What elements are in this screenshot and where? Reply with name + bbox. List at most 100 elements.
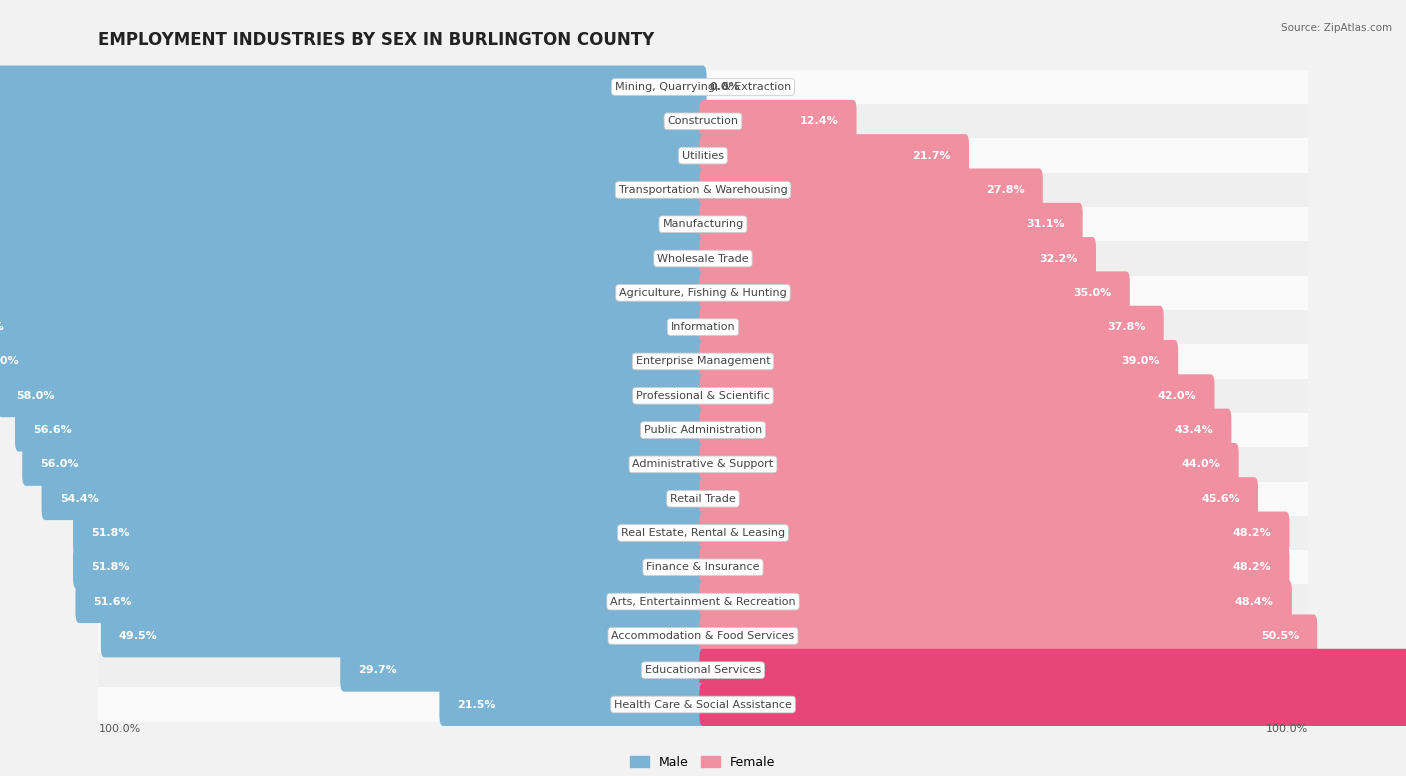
FancyBboxPatch shape (98, 516, 1308, 550)
Text: 48.4%: 48.4% (1234, 597, 1274, 607)
FancyBboxPatch shape (0, 134, 707, 177)
FancyBboxPatch shape (699, 168, 1043, 211)
FancyBboxPatch shape (699, 580, 1292, 623)
Text: Wholesale Trade: Wholesale Trade (657, 254, 749, 264)
Text: 42.0%: 42.0% (1157, 391, 1197, 400)
FancyBboxPatch shape (699, 272, 1130, 314)
Text: 50.5%: 50.5% (1261, 631, 1299, 641)
FancyBboxPatch shape (22, 443, 707, 486)
FancyBboxPatch shape (98, 447, 1308, 482)
Text: 39.0%: 39.0% (1122, 356, 1160, 366)
FancyBboxPatch shape (98, 275, 1308, 310)
FancyBboxPatch shape (699, 237, 1097, 280)
FancyBboxPatch shape (0, 168, 707, 211)
FancyBboxPatch shape (699, 100, 856, 143)
Text: Educational Services: Educational Services (645, 665, 761, 675)
FancyBboxPatch shape (699, 683, 1406, 726)
FancyBboxPatch shape (98, 104, 1308, 138)
FancyBboxPatch shape (699, 409, 1232, 452)
Text: 37.8%: 37.8% (1107, 322, 1146, 332)
Text: Enterprise Management: Enterprise Management (636, 356, 770, 366)
FancyBboxPatch shape (699, 615, 1317, 657)
FancyBboxPatch shape (98, 688, 1308, 722)
FancyBboxPatch shape (0, 203, 707, 246)
Text: 31.1%: 31.1% (1026, 220, 1064, 229)
Text: 12.4%: 12.4% (800, 116, 838, 126)
Text: 51.8%: 51.8% (91, 528, 129, 538)
FancyBboxPatch shape (15, 409, 707, 452)
FancyBboxPatch shape (0, 272, 707, 314)
FancyBboxPatch shape (0, 306, 707, 348)
Text: 56.6%: 56.6% (34, 425, 72, 435)
Text: 56.0%: 56.0% (41, 459, 79, 469)
Text: 35.0%: 35.0% (1073, 288, 1112, 298)
Text: 27.8%: 27.8% (986, 185, 1025, 195)
Text: 43.4%: 43.4% (1174, 425, 1213, 435)
Text: 0.0%: 0.0% (709, 82, 740, 92)
Text: Real Estate, Rental & Leasing: Real Estate, Rental & Leasing (621, 528, 785, 538)
Text: Public Administration: Public Administration (644, 425, 762, 435)
Text: 21.5%: 21.5% (457, 699, 496, 709)
Text: Finance & Insurance: Finance & Insurance (647, 563, 759, 572)
FancyBboxPatch shape (699, 203, 1083, 246)
FancyBboxPatch shape (98, 345, 1308, 379)
FancyBboxPatch shape (699, 649, 1406, 691)
Text: 51.8%: 51.8% (91, 563, 129, 572)
Text: Mining, Quarrying, & Extraction: Mining, Quarrying, & Extraction (614, 82, 792, 92)
Text: 49.5%: 49.5% (120, 631, 157, 641)
FancyBboxPatch shape (101, 615, 707, 657)
Text: 58.0%: 58.0% (17, 391, 55, 400)
FancyBboxPatch shape (0, 374, 707, 417)
FancyBboxPatch shape (98, 207, 1308, 241)
FancyBboxPatch shape (699, 340, 1178, 383)
Text: Manufacturing: Manufacturing (662, 220, 744, 229)
Text: 61.0%: 61.0% (0, 356, 18, 366)
FancyBboxPatch shape (42, 477, 707, 520)
Text: 62.2%: 62.2% (0, 322, 4, 332)
FancyBboxPatch shape (699, 374, 1215, 417)
FancyBboxPatch shape (98, 413, 1308, 447)
FancyBboxPatch shape (699, 511, 1289, 554)
Text: 54.4%: 54.4% (59, 494, 98, 504)
Text: 29.7%: 29.7% (359, 665, 396, 675)
Text: Information: Information (671, 322, 735, 332)
FancyBboxPatch shape (98, 618, 1308, 653)
FancyBboxPatch shape (98, 653, 1308, 688)
Text: 44.0%: 44.0% (1182, 459, 1220, 469)
Text: Health Care & Social Assistance: Health Care & Social Assistance (614, 699, 792, 709)
Text: 21.7%: 21.7% (912, 151, 950, 161)
FancyBboxPatch shape (98, 241, 1308, 275)
FancyBboxPatch shape (73, 511, 707, 554)
Text: Transportation & Warehousing: Transportation & Warehousing (619, 185, 787, 195)
Text: 100.0%: 100.0% (98, 724, 141, 734)
Text: 32.2%: 32.2% (1039, 254, 1078, 264)
Text: Utilities: Utilities (682, 151, 724, 161)
Text: 51.6%: 51.6% (94, 597, 132, 607)
Text: 48.2%: 48.2% (1233, 528, 1271, 538)
FancyBboxPatch shape (98, 138, 1308, 173)
FancyBboxPatch shape (73, 546, 707, 589)
FancyBboxPatch shape (0, 100, 707, 143)
FancyBboxPatch shape (98, 310, 1308, 345)
Text: Source: ZipAtlas.com: Source: ZipAtlas.com (1281, 23, 1392, 33)
Legend: Male, Female: Male, Female (626, 751, 780, 774)
Text: 48.2%: 48.2% (1233, 563, 1271, 572)
FancyBboxPatch shape (699, 546, 1289, 589)
FancyBboxPatch shape (699, 134, 969, 177)
Text: 100.0%: 100.0% (1265, 724, 1308, 734)
FancyBboxPatch shape (0, 237, 707, 280)
FancyBboxPatch shape (98, 584, 1308, 618)
Text: Accommodation & Food Services: Accommodation & Food Services (612, 631, 794, 641)
Text: Agriculture, Fishing & Hunting: Agriculture, Fishing & Hunting (619, 288, 787, 298)
FancyBboxPatch shape (0, 340, 707, 383)
FancyBboxPatch shape (98, 70, 1308, 104)
Text: EMPLOYMENT INDUSTRIES BY SEX IN BURLINGTON COUNTY: EMPLOYMENT INDUSTRIES BY SEX IN BURLINGT… (98, 31, 655, 49)
FancyBboxPatch shape (0, 65, 707, 109)
Text: Administrative & Support: Administrative & Support (633, 459, 773, 469)
Text: Arts, Entertainment & Recreation: Arts, Entertainment & Recreation (610, 597, 796, 607)
Text: Professional & Scientific: Professional & Scientific (636, 391, 770, 400)
FancyBboxPatch shape (699, 306, 1164, 348)
Text: Construction: Construction (668, 116, 738, 126)
Text: 45.6%: 45.6% (1201, 494, 1240, 504)
FancyBboxPatch shape (440, 683, 707, 726)
